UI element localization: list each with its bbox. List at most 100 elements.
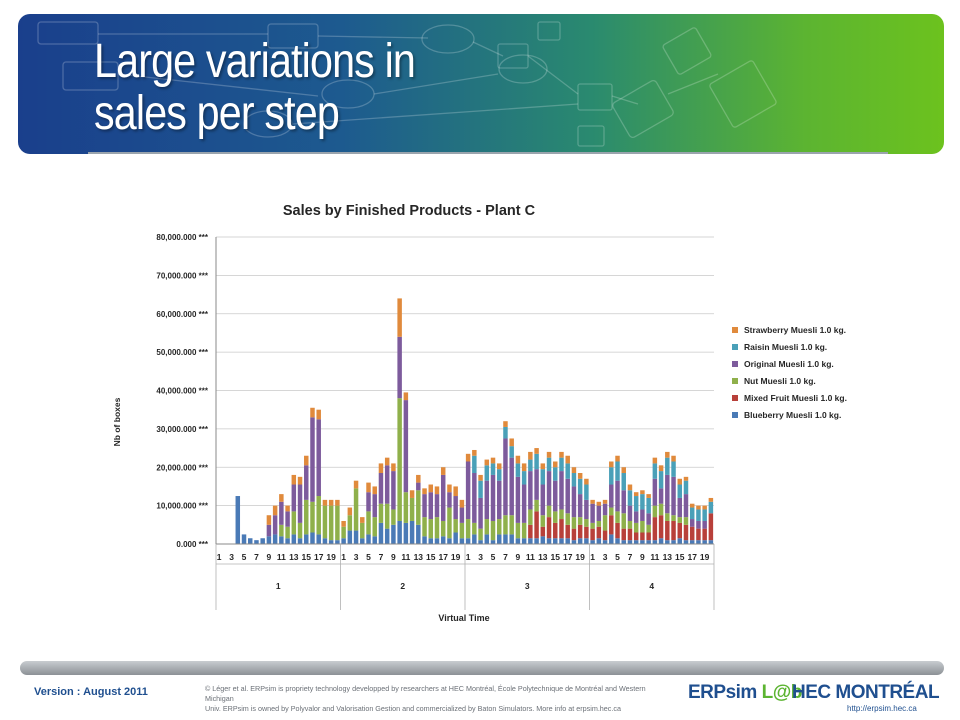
bar-segment: [515, 476, 521, 523]
bar-segment: [633, 532, 639, 541]
bar-segment: [353, 488, 359, 531]
bar-segment: [484, 459, 490, 466]
bar-segment: [366, 482, 371, 493]
bar-segment: [553, 461, 558, 468]
bar-segment: [640, 520, 645, 533]
bar-segment: [490, 520, 496, 541]
bar-segment: [577, 494, 583, 518]
bar-segment: [652, 457, 658, 464]
bar-segment: [391, 471, 396, 510]
bar-segment: [621, 528, 626, 541]
bar-segment: [546, 538, 552, 544]
bar-segment: [671, 476, 676, 516]
bar-segment: [366, 511, 371, 535]
x-tick-label: 17: [438, 552, 448, 562]
gridlines: [216, 236, 714, 545]
bar-segment: [434, 538, 440, 544]
y-tick-label: 70,000.000 ***: [156, 271, 208, 280]
bar-segment: [602, 540, 608, 544]
bar-segment: [577, 524, 583, 539]
y-axis-title: Nb of boxes: [112, 397, 122, 446]
bar-segment: [440, 467, 446, 475]
bar-segment: [279, 536, 284, 544]
bar-segment: [235, 496, 241, 544]
process-diagram-watermark: [37, 21, 777, 147]
bar-segment: [291, 484, 297, 512]
bar-segment: [496, 519, 502, 535]
copyright-text: © Léger et al. ERPsim is propriety techn…: [205, 684, 675, 714]
bar-segment: [652, 463, 658, 479]
bar-segment: [478, 480, 483, 498]
bar-segment: [621, 473, 626, 491]
bar-segment: [440, 536, 446, 544]
bar-segment: [696, 509, 701, 521]
bar-segment: [322, 499, 328, 506]
legend: Strawberry Muesli 1.0 kg. Raisin Muesli 1…: [732, 325, 847, 420]
legend-label: Raisin Muesli 1.0 kg.: [744, 342, 827, 352]
bar-segment: [677, 517, 683, 523]
bar-segment: [384, 465, 390, 504]
bar-segment: [316, 534, 321, 544]
bar-segment: [683, 540, 689, 544]
x-tick-label: 7: [254, 552, 259, 562]
bar-segment: [503, 515, 508, 535]
bar-segment: [546, 471, 552, 506]
bar-segment: [534, 511, 539, 539]
x-tick-label: 5: [491, 552, 496, 562]
bar-segment: [378, 473, 384, 504]
bar-segment: [416, 490, 421, 525]
bar-segment: [409, 490, 415, 498]
bar-segment: [459, 499, 465, 508]
bar-segment: [465, 519, 471, 539]
bar-segment: [378, 463, 384, 474]
bar-segment: [528, 524, 533, 539]
bar-segment: [646, 524, 651, 533]
bar-segment: [565, 478, 570, 514]
bar-segment: [609, 534, 614, 544]
bar-segment: [633, 511, 639, 523]
bar-segment: [378, 503, 384, 523]
bar-segment: [291, 534, 297, 544]
bar-segment: [596, 505, 602, 521]
x-tick-label: 19: [326, 552, 336, 562]
bar-segment: [658, 465, 664, 472]
bar-segment: [602, 503, 608, 516]
round-label: 1: [276, 581, 281, 591]
legend-swatch: [732, 378, 738, 384]
x-tick-label: 7: [503, 552, 508, 562]
bar-segment: [665, 520, 670, 541]
bar-segment: [272, 534, 278, 544]
bar-segment: [316, 419, 321, 497]
bar-segment: [447, 507, 452, 539]
bar-segment: [422, 494, 427, 518]
bar-segment: [378, 522, 384, 544]
bar-segment: [596, 526, 602, 539]
y-tick-label: 0.000 ***: [176, 540, 208, 549]
bar-segment: [335, 499, 340, 506]
legend-label: Original Muesli 1.0 kg.: [744, 359, 834, 369]
bars: [235, 298, 714, 544]
bar-segment: [584, 499, 589, 520]
bar-segment: [590, 540, 595, 544]
bar-segment: [534, 538, 539, 544]
x-tick-label: 13: [663, 552, 673, 562]
x-tick-label: 9: [516, 552, 521, 562]
bar-segment: [459, 507, 465, 523]
bar-segment: [422, 536, 427, 544]
bar-segment: [577, 478, 583, 495]
x-tick-label: 7: [379, 552, 384, 562]
bar-segment: [577, 538, 583, 544]
version-label: Version : August 2011: [34, 686, 148, 698]
bar-segment: [534, 469, 539, 500]
bar-segment: [696, 540, 701, 544]
round-label: 3: [525, 581, 530, 591]
bar-segment: [254, 540, 259, 544]
bar-segment: [621, 513, 626, 529]
y-tick-label: 30,000.000 ***: [156, 425, 208, 434]
bar-segment: [310, 417, 315, 502]
bar-segment: [391, 524, 396, 544]
bar-segment: [571, 517, 577, 529]
bar-segment: [403, 400, 409, 493]
bar-segment: [665, 513, 670, 521]
bar-segment: [509, 446, 514, 458]
